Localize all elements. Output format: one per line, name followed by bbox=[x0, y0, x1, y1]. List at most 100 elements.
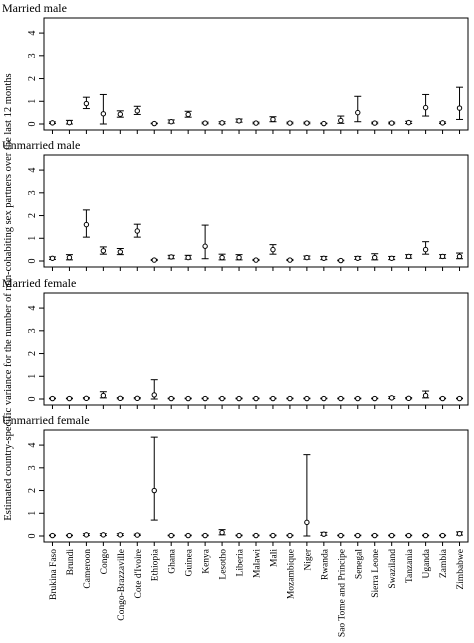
data-point bbox=[49, 120, 56, 126]
data-point bbox=[304, 254, 310, 261]
data-point bbox=[185, 254, 191, 261]
data-point bbox=[321, 255, 327, 261]
data-point bbox=[338, 395, 344, 402]
error-bar bbox=[201, 224, 209, 260]
data-point bbox=[202, 243, 208, 249]
data-point bbox=[185, 395, 191, 402]
data-point bbox=[236, 395, 242, 402]
data-point bbox=[439, 395, 446, 402]
data-point bbox=[49, 532, 56, 539]
x-tick-label: Ghana bbox=[168, 548, 178, 574]
data-point bbox=[253, 120, 259, 126]
panel-frame bbox=[43, 292, 469, 406]
data-point bbox=[66, 395, 73, 402]
data-point bbox=[83, 395, 90, 402]
data-point bbox=[372, 254, 378, 261]
panel-title: Unmarried female bbox=[2, 413, 90, 427]
data-point bbox=[422, 246, 429, 253]
data-point bbox=[287, 257, 293, 263]
data-point bbox=[168, 395, 174, 402]
x-tick-label: Kenya bbox=[202, 548, 212, 574]
data-point bbox=[372, 395, 378, 402]
data-point bbox=[405, 395, 412, 402]
data-point bbox=[304, 395, 310, 402]
data-point bbox=[185, 532, 191, 539]
data-point bbox=[405, 119, 412, 126]
error-bar bbox=[150, 436, 158, 521]
data-point bbox=[372, 120, 378, 126]
data-point bbox=[219, 529, 225, 536]
data-point bbox=[168, 532, 174, 539]
data-point bbox=[236, 118, 242, 124]
data-point bbox=[253, 532, 259, 539]
x-tick-label: Niger bbox=[303, 548, 313, 570]
data-point bbox=[270, 395, 276, 402]
panel-frame bbox=[43, 429, 469, 543]
y-tick-label: 2 bbox=[27, 213, 38, 218]
data-point bbox=[456, 531, 463, 537]
data-point bbox=[202, 395, 208, 402]
x-tick-label: Mozambique bbox=[286, 549, 296, 599]
data-point bbox=[388, 532, 395, 539]
data-point bbox=[66, 532, 73, 539]
panel-2: Unmarried male 0 1 2 3 4 bbox=[2, 138, 469, 271]
data-point bbox=[66, 119, 73, 126]
x-tick-label: Liberia bbox=[236, 548, 246, 576]
y-tick-label: 3 bbox=[27, 465, 38, 470]
y-tick-label: 4 bbox=[27, 31, 38, 36]
y-tick-label: 2 bbox=[27, 76, 38, 81]
y-axis-label: Estimated country-specific variance for … bbox=[3, 73, 14, 520]
data-point bbox=[355, 532, 361, 539]
x-tick-label: Brukina Faso bbox=[49, 549, 59, 600]
data-point bbox=[168, 119, 174, 125]
x-tick-label: Rwanda bbox=[320, 548, 330, 580]
data-point bbox=[439, 253, 446, 260]
y-tick-label: 4 bbox=[27, 168, 38, 173]
data-point bbox=[321, 395, 327, 402]
x-tick-label: Cote d'Ivoire bbox=[134, 549, 144, 598]
data-point bbox=[456, 395, 463, 402]
data-point bbox=[321, 120, 327, 127]
panel-title: Married female bbox=[2, 276, 76, 290]
data-point bbox=[422, 104, 429, 111]
x-tick-label: Zambia bbox=[439, 548, 449, 578]
data-point bbox=[151, 392, 157, 398]
data-point bbox=[134, 395, 140, 402]
data-point bbox=[83, 221, 90, 228]
data-point bbox=[236, 532, 242, 539]
error-bar bbox=[99, 93, 107, 125]
data-point bbox=[355, 109, 361, 116]
y-tick-label: 0 bbox=[27, 397, 38, 402]
error-bar bbox=[354, 95, 362, 123]
panel-4: Unmarried female 0 1 2 3 4 bbox=[2, 413, 469, 546]
data-point bbox=[270, 116, 276, 123]
data-point bbox=[287, 395, 293, 402]
x-tick-label: Zimbabwe bbox=[456, 549, 466, 590]
data-point bbox=[355, 255, 361, 261]
panel-1: Married male 0 1 2 3 4 bbox=[2, 1, 469, 134]
data-point bbox=[270, 246, 276, 253]
y-tick-label: 3 bbox=[27, 190, 38, 195]
data-point bbox=[83, 100, 90, 107]
data-point bbox=[338, 257, 344, 264]
y-tick-label: 1 bbox=[27, 374, 38, 379]
data-point bbox=[117, 249, 124, 255]
data-point bbox=[304, 120, 310, 126]
data-point bbox=[134, 108, 140, 114]
x-tick-label: Uganda bbox=[422, 548, 432, 578]
data-point bbox=[405, 532, 412, 539]
data-point bbox=[168, 254, 174, 260]
x-tick-label: Swaziland bbox=[388, 549, 398, 589]
data-point bbox=[338, 117, 344, 124]
data-point bbox=[456, 105, 463, 111]
x-tick-label: Brundi bbox=[66, 549, 76, 576]
y-tick-label: 1 bbox=[27, 236, 38, 241]
data-point bbox=[134, 228, 140, 234]
data-point bbox=[219, 120, 225, 126]
data-point bbox=[405, 253, 412, 260]
data-point bbox=[422, 532, 429, 539]
data-point bbox=[151, 120, 157, 127]
data-point bbox=[117, 532, 124, 538]
y-tick-label: 4 bbox=[27, 306, 38, 311]
